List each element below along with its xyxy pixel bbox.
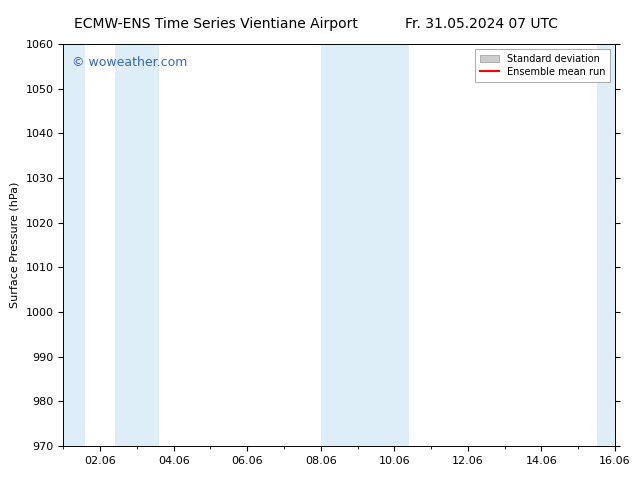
Bar xyxy=(115,44,159,446)
Legend: Standard deviation, Ensemble mean run: Standard deviation, Ensemble mean run xyxy=(475,49,610,82)
Text: © woweather.com: © woweather.com xyxy=(72,56,187,69)
Y-axis label: Surface Pressure (hPa): Surface Pressure (hPa) xyxy=(10,182,20,308)
Bar xyxy=(63,44,86,446)
Text: Fr. 31.05.2024 07 UTC: Fr. 31.05.2024 07 UTC xyxy=(405,17,559,31)
Bar xyxy=(321,44,409,446)
Text: ECMW-ENS Time Series Vientiane Airport: ECMW-ENS Time Series Vientiane Airport xyxy=(74,17,358,31)
Bar xyxy=(597,44,615,446)
